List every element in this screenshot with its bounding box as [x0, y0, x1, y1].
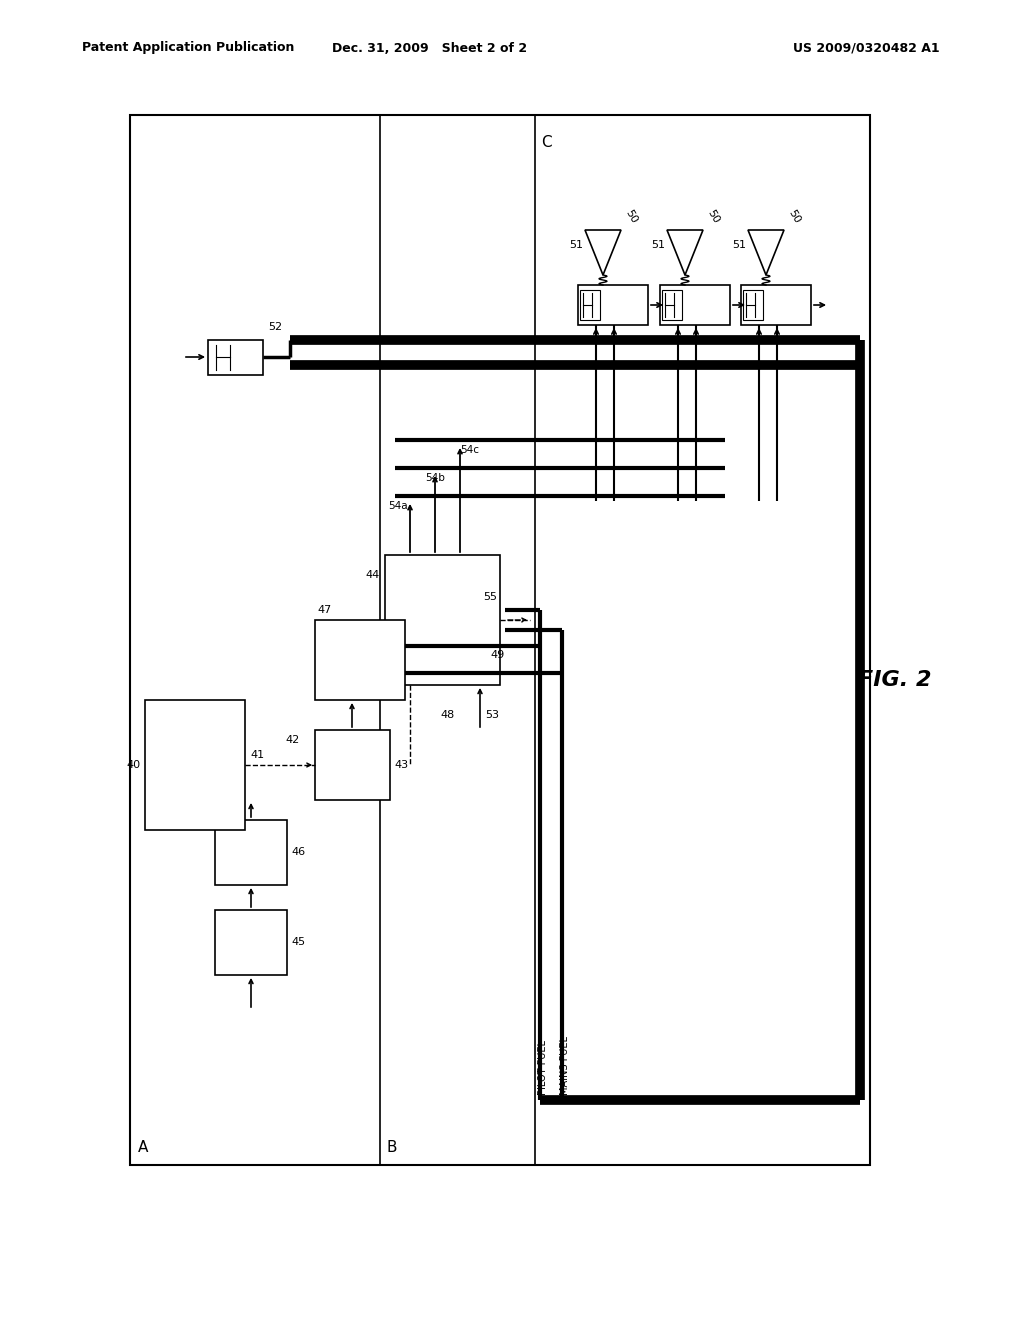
Text: 45: 45 — [291, 937, 305, 946]
Bar — [743, 290, 763, 319]
Text: 44: 44 — [366, 570, 380, 579]
Text: Patent Application Publication: Patent Application Publication — [82, 41, 294, 54]
Bar — [580, 290, 600, 319]
Text: 54b: 54b — [425, 473, 444, 483]
Bar — [315, 620, 406, 700]
Text: 50: 50 — [705, 207, 721, 224]
Text: 43: 43 — [394, 760, 409, 770]
Polygon shape — [667, 230, 703, 275]
Text: 40: 40 — [127, 760, 141, 770]
Bar — [578, 285, 648, 325]
Bar — [660, 285, 730, 325]
Bar — [385, 554, 500, 685]
Text: C: C — [541, 135, 552, 150]
Bar — [208, 341, 263, 375]
Text: 51: 51 — [569, 240, 583, 249]
Text: 49: 49 — [490, 649, 504, 660]
Text: B: B — [386, 1140, 396, 1155]
Text: 47: 47 — [317, 605, 331, 615]
Bar — [130, 115, 870, 1166]
Text: US 2009/0320482 A1: US 2009/0320482 A1 — [794, 41, 940, 54]
Bar — [315, 730, 390, 800]
Text: 52: 52 — [268, 322, 283, 333]
Text: 48: 48 — [440, 710, 455, 719]
Bar — [662, 290, 682, 319]
Bar — [215, 820, 287, 884]
Polygon shape — [748, 230, 784, 275]
Text: MAINS FUEL: MAINS FUEL — [560, 1036, 570, 1096]
Text: 41: 41 — [251, 750, 265, 760]
Text: PILOT FUEL: PILOT FUEL — [538, 1040, 548, 1096]
Bar — [215, 909, 287, 975]
Text: 51: 51 — [732, 240, 746, 249]
Text: 54c: 54c — [460, 445, 479, 455]
Text: 46: 46 — [291, 847, 305, 857]
Text: 50: 50 — [786, 207, 802, 224]
Text: 54a: 54a — [388, 502, 408, 511]
Text: A: A — [138, 1140, 148, 1155]
Text: 55: 55 — [483, 591, 497, 602]
Bar — [145, 700, 245, 830]
Text: 51: 51 — [651, 240, 665, 249]
Text: FIG. 2: FIG. 2 — [858, 671, 932, 690]
Bar — [741, 285, 811, 325]
Text: 42: 42 — [285, 735, 299, 744]
Polygon shape — [585, 230, 621, 275]
Text: 53: 53 — [485, 710, 499, 719]
Text: Dec. 31, 2009   Sheet 2 of 2: Dec. 31, 2009 Sheet 2 of 2 — [333, 41, 527, 54]
Text: 50: 50 — [623, 207, 639, 224]
